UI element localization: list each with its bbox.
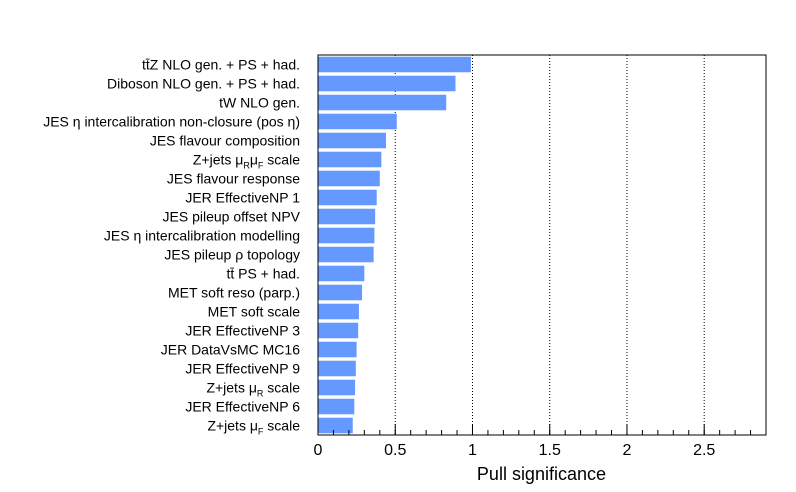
category-label: JES pileup ρ topology [164,247,300,263]
category-label: JER EffectiveNP 6 [185,399,300,415]
category-label: tt̄ PS + had. [226,266,300,282]
bar [318,151,382,168]
category-label: Z+jets μRμF scale [193,152,300,171]
category-label: MET soft scale [208,304,301,320]
bar [318,322,359,339]
x-tick-label: 1 [468,442,477,459]
category-label: JER EffectiveNP 1 [185,190,300,206]
bar [318,227,375,244]
x-axis-title: Pull significance [477,464,606,484]
y-axis-labels: tt̄Z NLO gen. + PS + had. Diboson NLO gen… [43,57,300,437]
x-axis-ticks: 0 0.5 1 1.5 2 2.5 [314,424,767,459]
category-label: JES pileup offset NPV [163,209,301,225]
bar [318,303,359,320]
category-label: Diboson NLO gen. + PS + had. [107,76,300,92]
bar [318,56,471,73]
bar [318,379,356,396]
bar [318,360,356,377]
bar [318,189,377,206]
category-label: MET soft reso (parp.) [168,285,300,301]
bar [318,246,374,263]
bar [318,208,376,225]
category-label: tW NLO gen. [219,95,300,111]
bar [318,94,447,111]
category-label: JER EffectiveNP 9 [185,361,300,377]
bar [318,265,365,282]
bar [318,398,355,415]
category-label: JER EffectiveNP 3 [185,323,300,339]
category-label: JES flavour response [167,171,300,187]
bar [318,170,380,187]
bar [318,113,397,130]
bar [318,284,363,301]
bar [318,341,357,358]
category-label: JES flavour composition [150,133,300,149]
grid-lines [394,55,705,435]
x-tick-label: 0.5 [384,442,406,459]
category-label: JES η intercalibration non-closure (pos … [43,114,300,130]
bars [318,56,471,434]
category-label: Z+jets μF scale [207,418,300,437]
plot-frame [317,54,767,436]
x-tick-label: 1.5 [539,442,561,459]
x-tick-label: 0 [314,442,323,459]
category-label: tt̄Z NLO gen. + PS + had. [142,57,300,73]
x-tick-label: 2.5 [693,442,715,459]
bar [318,75,456,92]
x-tick-label: 2 [623,442,632,459]
category-label: Z+jets μR scale [206,380,300,399]
category-label: JES η intercalibration modelling [104,228,300,244]
bar [318,417,353,434]
bar [318,132,386,149]
category-label: JER DataVsMC MC16 [161,342,300,358]
